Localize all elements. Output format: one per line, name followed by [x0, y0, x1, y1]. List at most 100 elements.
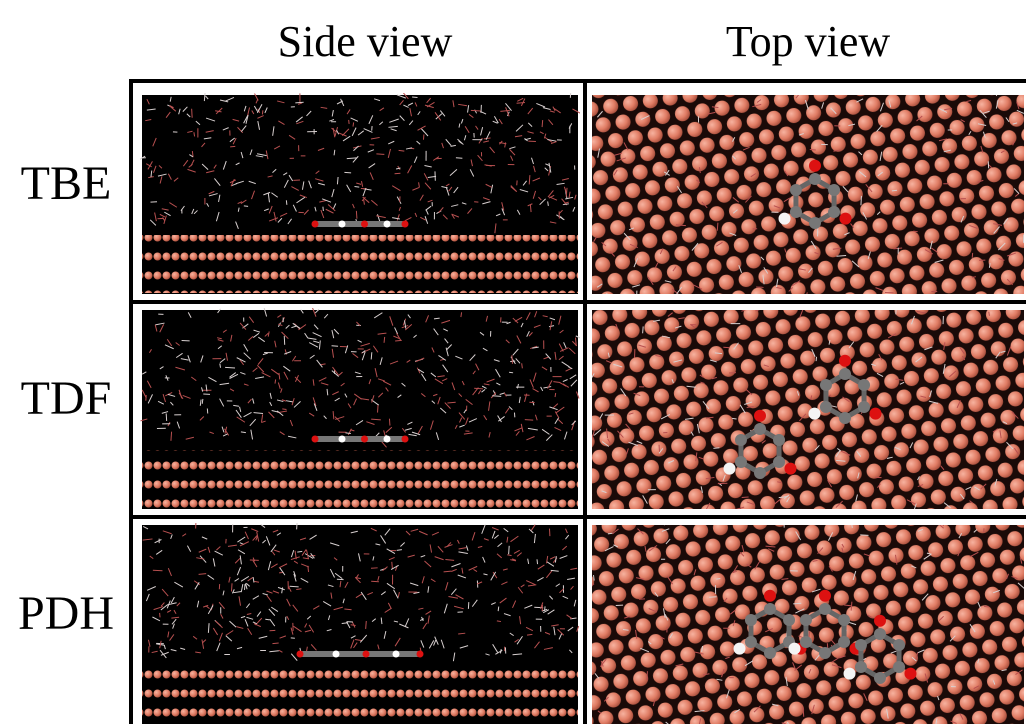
water	[851, 602, 852, 611]
water	[353, 122, 354, 126]
molecule	[300, 651, 420, 657]
atom	[333, 651, 340, 658]
atom	[839, 368, 851, 380]
water	[594, 575, 595, 581]
water	[647, 671, 648, 680]
water	[356, 211, 357, 219]
atom	[819, 603, 831, 615]
top-view-panel	[585, 88, 1026, 302]
atom	[789, 643, 801, 655]
atom	[809, 408, 821, 420]
page: Side viewTop view TBETDFPDH (() => { con…	[0, 0, 1026, 724]
water	[392, 562, 393, 569]
atom	[874, 628, 886, 640]
atom	[361, 436, 368, 443]
water	[275, 379, 276, 383]
atom	[384, 436, 391, 443]
water	[262, 110, 263, 114]
water	[371, 352, 372, 359]
atom	[828, 184, 840, 196]
atom	[393, 651, 400, 658]
water	[272, 643, 278, 644]
water	[347, 158, 357, 159]
water	[364, 200, 365, 205]
atom	[790, 206, 802, 218]
atom	[800, 636, 812, 648]
atom	[764, 590, 776, 602]
column-header: Top view	[726, 17, 891, 66]
water	[295, 102, 303, 103]
atom	[764, 647, 776, 659]
column-header: Side view	[278, 17, 453, 66]
water	[332, 346, 339, 347]
water	[810, 150, 816, 151]
atom	[839, 412, 851, 424]
atom	[820, 401, 832, 413]
atom	[838, 614, 850, 626]
atom	[779, 213, 791, 225]
atom	[820, 379, 832, 391]
atom	[858, 379, 870, 391]
water	[809, 631, 810, 637]
water	[202, 399, 203, 404]
water	[297, 551, 302, 552]
atom	[363, 651, 370, 658]
water	[537, 559, 538, 564]
atom	[384, 221, 391, 228]
top-view-panel	[590, 306, 1026, 515]
water	[354, 187, 359, 188]
atom	[339, 436, 346, 443]
atom	[734, 643, 746, 655]
water	[643, 326, 644, 333]
atom	[402, 436, 409, 443]
water	[384, 337, 385, 343]
side-view-panel	[138, 92, 580, 296]
atom	[783, 614, 795, 626]
atom	[312, 436, 319, 443]
atom	[869, 408, 881, 420]
water	[308, 566, 309, 572]
atom	[339, 221, 346, 228]
atom	[773, 456, 785, 468]
water	[793, 603, 801, 604]
water	[803, 707, 804, 716]
water	[509, 372, 513, 373]
water	[989, 312, 990, 316]
row-headers: TBETDFPDH	[18, 157, 114, 640]
water	[717, 223, 718, 231]
row-header: PDH	[18, 587, 114, 640]
atom	[402, 221, 409, 228]
atom	[809, 217, 821, 229]
atom	[844, 668, 856, 680]
water	[366, 621, 367, 629]
water	[194, 132, 195, 136]
copper-surface	[590, 93, 1026, 296]
side-view-panel	[140, 308, 581, 511]
water	[545, 606, 546, 611]
atom	[819, 590, 831, 602]
atom	[417, 651, 424, 658]
atom	[724, 463, 736, 475]
atom	[874, 615, 886, 627]
figure: Side view Top view TBETDFPDH	[0, 0, 1026, 724]
atom	[312, 221, 319, 228]
water	[548, 201, 549, 205]
atom	[754, 410, 766, 422]
water	[344, 172, 351, 173]
atom	[904, 668, 916, 680]
water	[208, 623, 209, 633]
atom	[839, 355, 851, 367]
water	[555, 393, 556, 397]
copper-slab	[142, 235, 578, 293]
atom	[839, 213, 851, 225]
top-view-panel	[588, 517, 1026, 724]
atom	[784, 463, 796, 475]
water	[860, 535, 868, 536]
atom	[754, 423, 766, 435]
atom	[855, 639, 867, 651]
water	[461, 312, 462, 317]
water	[522, 363, 523, 368]
water	[192, 109, 193, 118]
atom	[790, 184, 802, 196]
atom	[754, 467, 766, 479]
